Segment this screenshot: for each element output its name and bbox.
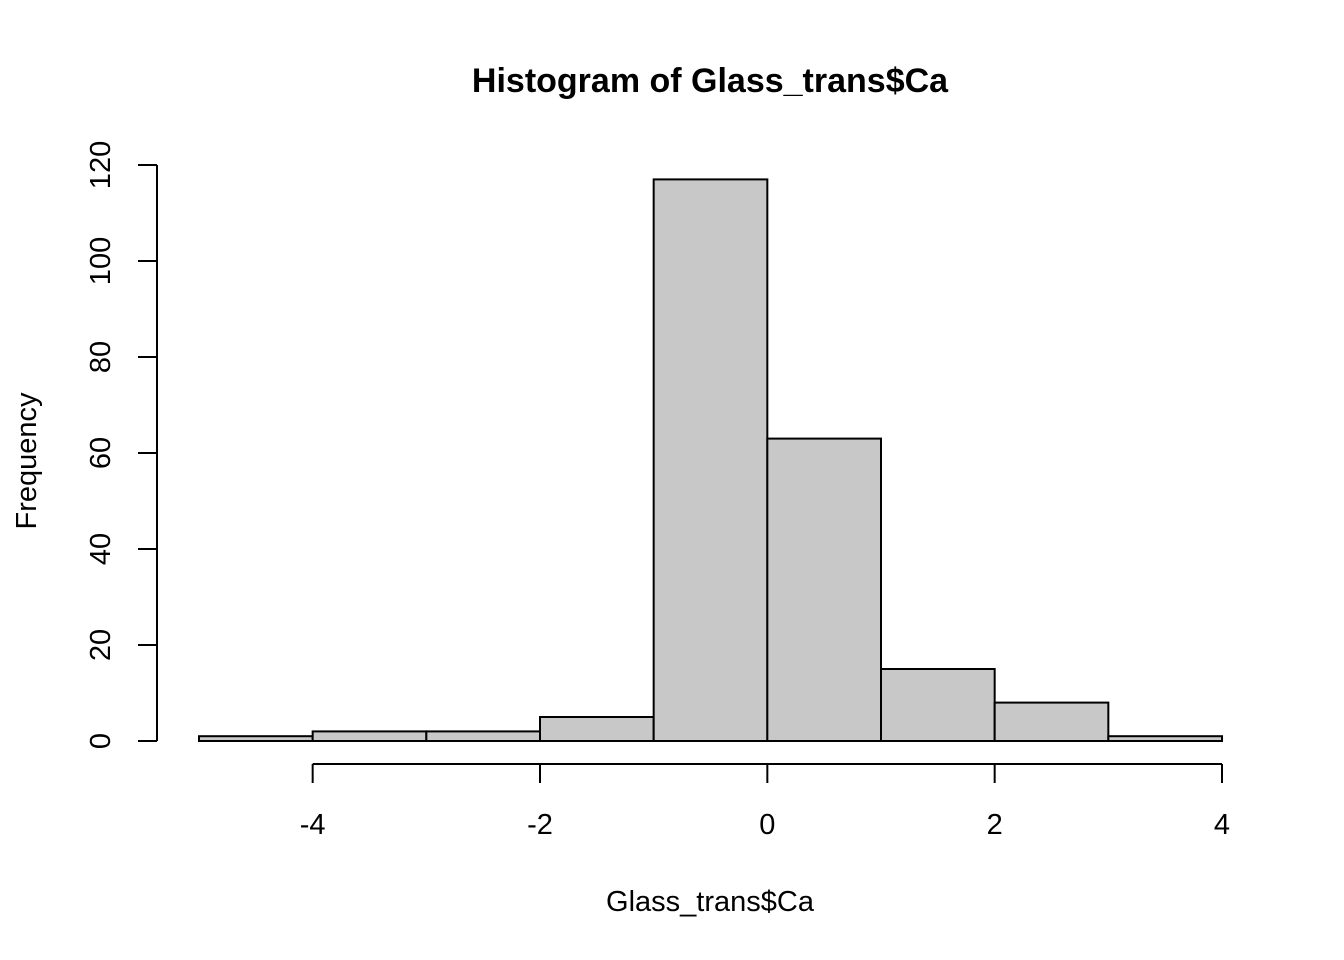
histogram-bar-4 [652, 178, 769, 742]
histogram-bar-1 [311, 730, 428, 743]
y-tick-label-0: 0 [85, 733, 117, 749]
histogram-bar-6 [880, 668, 996, 742]
y-axis-label: Frequency [11, 392, 43, 530]
x-axis-label: Glass_trans$Ca [606, 886, 815, 918]
x-tick-label-2: 2 [987, 809, 1003, 841]
histogram-bar-8 [1107, 735, 1224, 743]
histogram-bar-2 [425, 730, 542, 743]
x-axis: -4 -2 0 2 4 [300, 763, 1230, 841]
histogram-bar-5 [766, 437, 882, 742]
y-tick-label-40: 40 [85, 533, 117, 565]
y-tick-label-20: 20 [85, 629, 117, 661]
x-tick-label--2: -2 [527, 809, 553, 841]
y-tick-label-120: 120 [85, 141, 117, 189]
y-axis: 0 20 40 60 80 100 120 [85, 141, 158, 749]
y-tick-label-100: 100 [85, 237, 117, 285]
histogram-bar-3 [539, 716, 655, 742]
histogram-bars [198, 178, 1224, 743]
y-tick-label-60: 60 [85, 437, 117, 469]
x-tick-label--4: -4 [300, 809, 326, 841]
x-tick-label-0: 0 [759, 809, 775, 841]
histogram-bar-7 [993, 701, 1110, 742]
y-tick-label-80: 80 [85, 341, 117, 373]
chart-title: Histogram of Glass_trans$Ca [472, 62, 949, 100]
histogram-bar-0 [198, 735, 314, 743]
x-tick-label-4: 4 [1214, 809, 1230, 841]
